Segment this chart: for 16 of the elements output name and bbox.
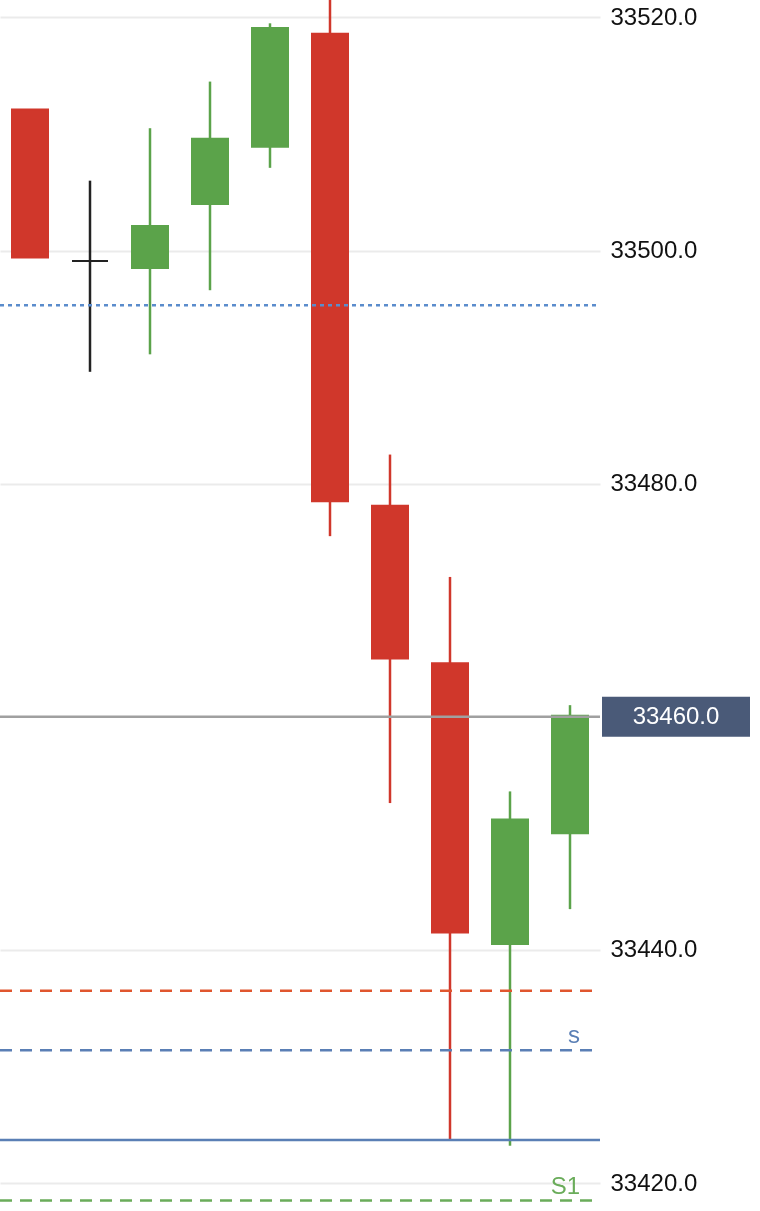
ref-line-label: s bbox=[568, 1021, 580, 1049]
candlestick bbox=[191, 80, 229, 292]
candlestick bbox=[11, 108, 49, 259]
y-tick-label: 33520.0 bbox=[610, 2, 698, 30]
y-tick-label: 33420.0 bbox=[610, 1168, 698, 1196]
ref-line-label: 33460.0 bbox=[632, 701, 720, 729]
candlestick bbox=[131, 126, 169, 356]
y-tick-label: 33480.0 bbox=[610, 469, 698, 497]
y-tick-label: 33440.0 bbox=[610, 935, 698, 963]
candlestick bbox=[371, 453, 409, 805]
candlestick bbox=[491, 790, 529, 1147]
y-tick-label: 33500.0 bbox=[610, 236, 698, 264]
candlestick bbox=[71, 179, 109, 374]
ref-line-label: S1 bbox=[550, 1171, 580, 1199]
candlestick bbox=[431, 575, 469, 1142]
candlestick bbox=[311, 0, 349, 538]
